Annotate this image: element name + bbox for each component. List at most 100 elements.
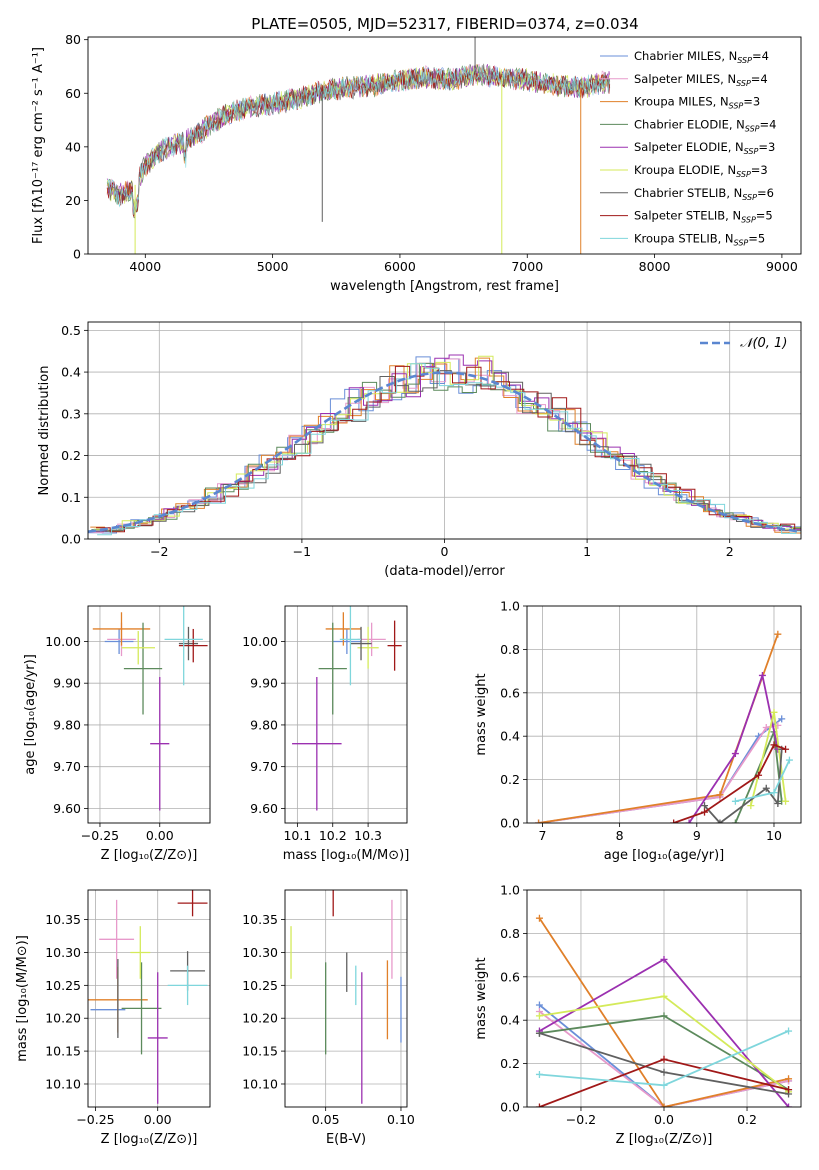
spectrum-axes: 4000 5000 6000 7000 8000 9000 0 20 40 60 80 wavelen…: [31, 32, 802, 294]
weight-marker: [535, 1012, 543, 1020]
axes-frame: [284, 889, 408, 1108]
x-tick-label: 0.10: [387, 1112, 415, 1127]
y-tick-label: 10.25: [45, 978, 81, 993]
residuals-axes: −2 −1 0 1 2 0.0 0.1 0.2 0.3 0.4 0.5 (data-model)/er…: [37, 321, 802, 579]
y-tick-label: 0.2: [500, 772, 520, 787]
legend-label: Chabrier ELODIE, NSSP=4: [634, 117, 776, 133]
y-tick-label: 9.70: [53, 759, 81, 774]
y-tick-label: 10.20: [45, 1011, 81, 1026]
y-tick-label: 1.0: [500, 599, 520, 614]
legend-label: Kroupa MILES, NSSP=3: [634, 95, 760, 111]
y-axis-label: mass [log₁₀(M/M⊙)]: [15, 935, 30, 1062]
y-axis-label: age [log₁₀(age/yr)]: [23, 654, 38, 775]
figure-title: PLATE=0505, MJD=52317, FIBERID=0374, z=0…: [251, 15, 638, 33]
y-tick-label: 10.35: [45, 912, 81, 927]
weight-marker: [774, 799, 782, 807]
weight-marker: [535, 1001, 543, 1009]
weight-series-line: [538, 718, 783, 823]
x-tick-label: 0.05: [312, 1112, 340, 1127]
x-tick-label: −0.2: [566, 1112, 596, 1127]
x-axis-label: E(B-V): [326, 1132, 366, 1147]
y-tick-label: 10.25: [242, 978, 278, 993]
spectrum-legend: Chabrier MILES, NSSP=4 Salpeter MILES, NS…: [600, 49, 776, 247]
z-mass-axes: −0.25 0.00 10.10 10.15 10.20 10.25 10.30 10.35 Z…: [15, 889, 211, 1147]
weight-series-line: [538, 724, 778, 823]
weight-marker: [716, 791, 724, 799]
weight-marker: [785, 756, 793, 764]
x-tick-label: −0.25: [76, 1112, 114, 1127]
x-tick-label: 8: [616, 828, 624, 843]
z-weight-axes: −0.2 0.0 0.2 0.0 0.2 0.4 0.6 0.8 1.0 Z [log₁₀(Z/Z…: [474, 883, 802, 1147]
x-tick-label: 0.0: [654, 1112, 674, 1127]
weight-marker: [731, 819, 739, 823]
weight-marker: [701, 802, 709, 810]
weight-marker: [770, 789, 778, 797]
axes-layer: 4000 5000 6000 7000 8000 9000020406080wavelen…: [15, 32, 802, 1147]
x-axis-label: Z [log₁₀(Z/Z⊙)]: [101, 1132, 198, 1147]
weight-marker: [660, 1055, 668, 1063]
y-tick-label: 40: [65, 139, 81, 154]
weight-marker: [731, 797, 739, 805]
weight-lines: [535, 630, 793, 823]
weight-marker: [762, 784, 770, 792]
x-tick-label: 10.3: [354, 828, 382, 843]
y-axis-label: Flux [fλ10⁻¹⁷ erg cm⁻² s⁻¹ A⁻¹]: [31, 47, 46, 244]
y-tick-label: 20: [65, 193, 81, 208]
y-tick-label: 10.15: [45, 1044, 81, 1059]
x-tick-label: 1: [583, 544, 591, 559]
weight-marker: [660, 992, 668, 1000]
axes-frame: [87, 36, 802, 255]
legend-label: Salpeter ELODIE, NSSP=3: [634, 140, 775, 156]
axes-frame: [87, 889, 211, 1108]
legend-label: Chabrier MILES, NSSP=4: [634, 49, 769, 65]
weight-marker: [670, 819, 678, 823]
x-tick-label: −2: [150, 544, 168, 559]
y-tick-label: 10.30: [45, 945, 81, 960]
x-tick-label: 0.00: [144, 1112, 172, 1127]
axes-frame: [284, 605, 408, 824]
ebv-mass-axes: 0.05 0.10 10.10 10.15 10.20 10.25 10.30 10.35 E(…: [242, 889, 415, 1147]
x-tick-label: 9000: [766, 259, 798, 274]
weight-marker: [774, 630, 782, 638]
y-tick-label: 9.80: [53, 717, 81, 732]
y-tick-label: 0.8: [500, 642, 520, 657]
weight-series-line: [538, 633, 779, 823]
x-tick-label: 8000: [639, 259, 671, 274]
y-tick-label: 60: [65, 86, 81, 101]
weight-marker: [685, 819, 693, 823]
y-tick-label: 0.4: [61, 365, 81, 380]
weight-marker: [785, 1027, 793, 1035]
x-tick-label: 0: [441, 544, 449, 559]
weight-marker: [660, 955, 668, 963]
weight-marker: [535, 819, 543, 823]
weight-marker: [660, 1081, 668, 1089]
weight-marker: [785, 1086, 793, 1094]
axes-frame: [526, 605, 802, 824]
weight-marker: [758, 671, 766, 679]
y-tick-label: 0.2: [500, 1056, 520, 1071]
errorbars: [290, 890, 402, 1104]
legend-label: Chabrier STELIB, NSSP=6: [634, 186, 774, 202]
spectrum-lines: [106, 37, 611, 254]
legend-label: Salpeter STELIB, NSSP=5: [634, 209, 773, 225]
y-tick-label: 9.70: [250, 759, 278, 774]
weight-marker: [660, 1012, 668, 1020]
weight-marker: [535, 1029, 543, 1037]
y-tick-label: 0.3: [61, 406, 81, 421]
weight-marker: [535, 1070, 543, 1078]
y-axis-label: mass weight: [474, 673, 489, 755]
weight-marker: [747, 802, 755, 810]
histogram-series: [96, 365, 801, 533]
x-axis-label: age [log₁₀(age/yr)]: [604, 848, 725, 863]
z-age-axes: −0.25 0.00 9.60 9.70 9.80 9.90 10.00 Z [log₁₀(Z…: [23, 605, 211, 863]
y-tick-label: 0.2: [61, 448, 81, 463]
weight-marker: [782, 797, 790, 805]
errorbars: [88, 890, 208, 1104]
x-tick-label: 0.2: [737, 1112, 757, 1127]
histograms: [88, 354, 801, 536]
y-tick-label: 10.10: [242, 1076, 278, 1091]
y-tick-label: 0.0: [61, 532, 81, 547]
x-axis-label: (data-model)/error: [384, 564, 505, 579]
x-tick-label: 9: [693, 828, 701, 843]
